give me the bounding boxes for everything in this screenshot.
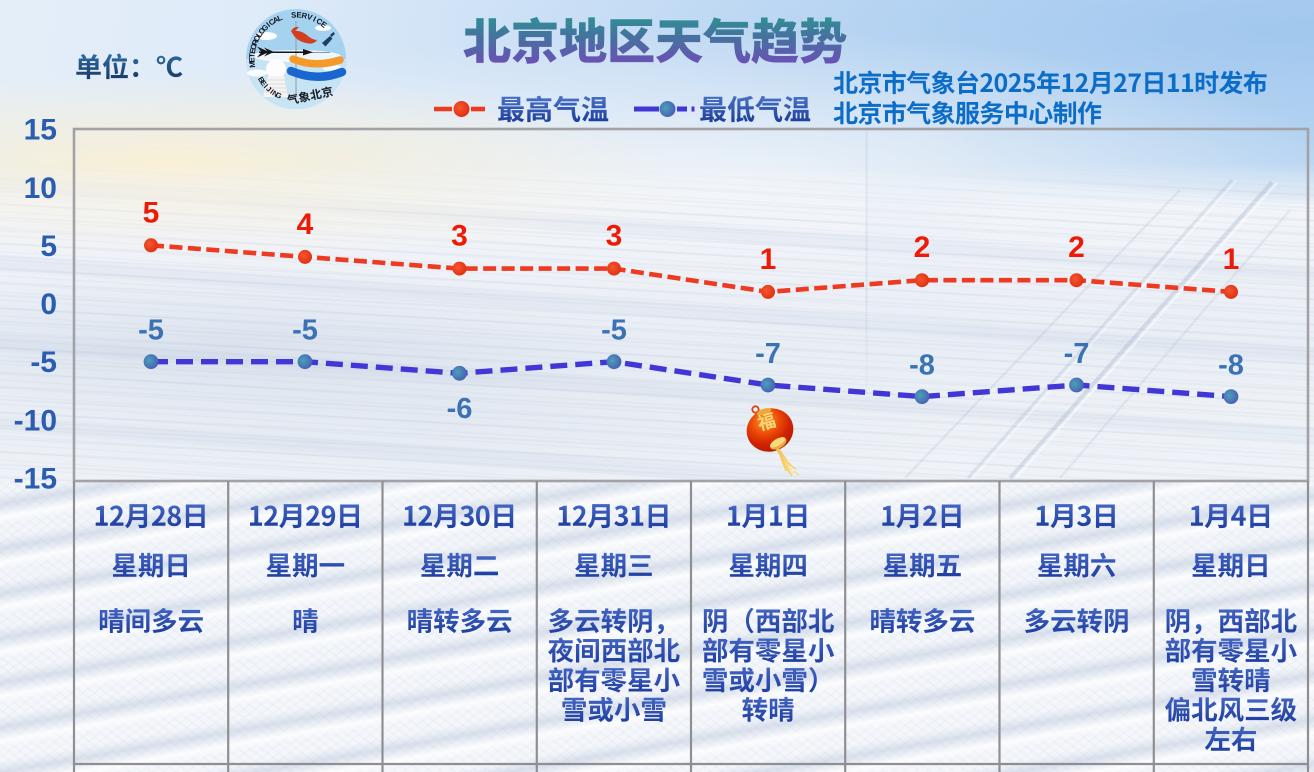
svg-text:J: J <box>264 84 273 93</box>
svg-text:1: 1 <box>1223 243 1240 276</box>
svg-text:E: E <box>296 10 302 19</box>
svg-text:-15: -15 <box>14 462 57 495</box>
svg-text:I: I <box>268 87 275 95</box>
svg-text:-5: -5 <box>601 315 627 347</box>
svg-text:N: N <box>271 89 280 99</box>
svg-text:E: E <box>248 48 258 55</box>
svg-text:A: A <box>271 15 280 26</box>
svg-text:R: R <box>301 11 309 21</box>
svg-text:E: E <box>247 57 256 62</box>
svg-text:-10: -10 <box>14 404 57 437</box>
svg-text:G: G <box>274 90 283 101</box>
svg-text:S: S <box>291 10 297 19</box>
svg-text:15: 15 <box>24 114 57 147</box>
svg-text:-8: -8 <box>909 350 935 382</box>
svg-text:-6: -6 <box>447 393 473 425</box>
svg-text:5: 5 <box>40 230 57 263</box>
svg-text:-8: -8 <box>1218 350 1244 382</box>
svg-text:I: I <box>262 82 270 90</box>
svg-text:-5: -5 <box>138 315 164 347</box>
svg-text:R: R <box>250 38 261 47</box>
svg-text:2: 2 <box>1068 231 1085 264</box>
svg-text:T: T <box>247 53 256 59</box>
svg-text:-5: -5 <box>30 346 57 379</box>
svg-text:O: O <box>257 26 268 36</box>
svg-text:M: M <box>247 61 257 69</box>
svg-text:5: 5 <box>143 196 160 229</box>
svg-text:V: V <box>306 12 314 22</box>
svg-text:-7: -7 <box>1064 338 1090 370</box>
svg-text:O: O <box>249 43 259 51</box>
svg-text:I: I <box>312 15 318 24</box>
svg-text:3: 3 <box>606 220 623 253</box>
svg-text:0: 0 <box>40 288 57 321</box>
svg-text:2: 2 <box>914 231 931 264</box>
svg-text:1: 1 <box>760 243 777 276</box>
svg-text:10: 10 <box>24 172 57 205</box>
svg-text:L: L <box>254 30 264 39</box>
svg-text:B: B <box>256 75 266 84</box>
svg-text:E: E <box>319 20 329 30</box>
svg-text:L: L <box>276 13 284 23</box>
svg-text:C: C <box>315 16 325 27</box>
svg-text:4: 4 <box>297 208 314 241</box>
svg-text:G: G <box>260 22 271 33</box>
svg-text:-5: -5 <box>292 315 318 347</box>
svg-text:-7: -7 <box>755 338 781 370</box>
svg-text:E: E <box>258 78 268 87</box>
svg-text:I: I <box>265 21 272 29</box>
svg-text:O: O <box>252 34 263 44</box>
svg-text:C: C <box>267 17 277 28</box>
svg-text:3: 3 <box>451 220 468 253</box>
